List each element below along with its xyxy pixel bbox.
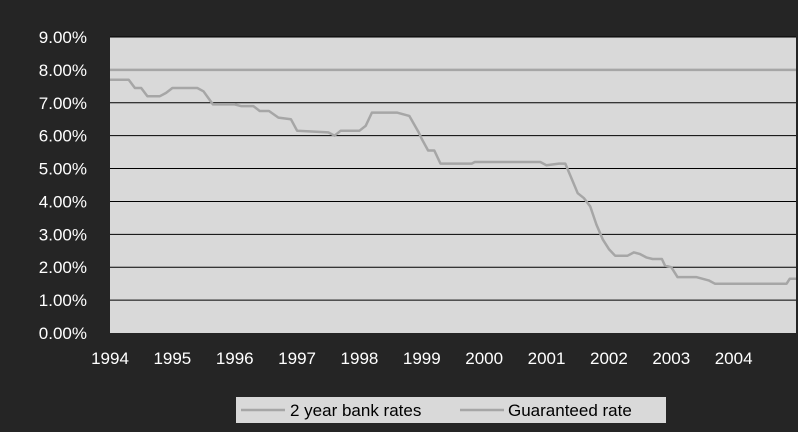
x-tick-label: 2000 [465, 349, 503, 368]
y-tick-label: 5.00% [39, 160, 87, 179]
x-tick-label: 1996 [216, 349, 254, 368]
legend-label-0: 2 year bank rates [290, 401, 421, 420]
x-tick-label: 1999 [403, 349, 441, 368]
x-axis-tick-labels: 1994 1995 1996 1997 1998 1999 2000 2001 2002 2003… [91, 349, 752, 368]
x-tick-label: 1998 [341, 349, 379, 368]
y-tick-label: 4.00% [39, 192, 87, 211]
x-tick-label: 1997 [278, 349, 316, 368]
x-tick-label: 1995 [153, 349, 191, 368]
y-tick-label: 2.00% [39, 258, 87, 277]
gridlines [110, 36, 796, 301]
x-tick-label: 2003 [652, 349, 690, 368]
y-tick-label: 7.00% [39, 94, 87, 113]
y-tick-label: 1.00% [39, 291, 87, 310]
legend-box [236, 397, 666, 423]
plot-area [110, 37, 796, 333]
x-tick-label: 1994 [91, 349, 129, 368]
y-tick-label: 0.00% [39, 324, 87, 343]
legend-label-1: Guaranteed rate [508, 401, 632, 420]
y-tick-label: 6.00% [39, 127, 87, 146]
series-line-0 [110, 78, 796, 285]
y-tick-label: 8.00% [39, 61, 87, 80]
y-axis-tick-labels: 0.00% 1.00% 2.00% 3.00% 4.00% 5.00% 6.00% 7.00%… [39, 28, 87, 343]
y-tick-label: 9.00% [39, 28, 87, 47]
x-tick-label: 2004 [715, 349, 753, 368]
x-tick-label: 2002 [590, 349, 628, 368]
y-tick-label: 3.00% [39, 225, 87, 244]
series-lines [110, 68, 796, 285]
legend: 2 year bank rates Guaranteed rate [236, 397, 666, 423]
x-tick-label: 2001 [528, 349, 566, 368]
